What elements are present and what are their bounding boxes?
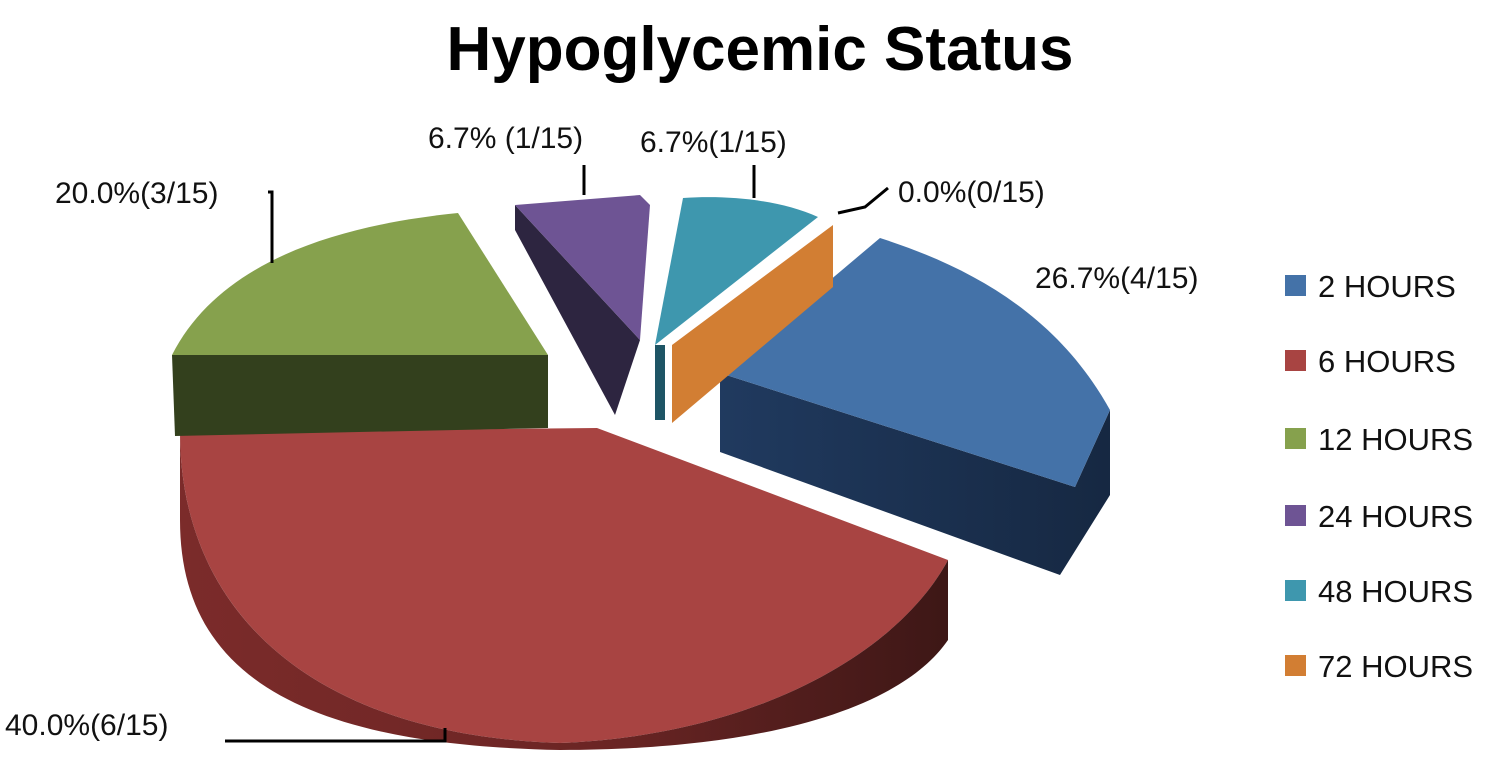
legend-swatch-6-hours — [1285, 350, 1306, 371]
label-72-hours: 0.0%(0/15) — [898, 176, 1045, 209]
legend-swatch-24-hours — [1285, 505, 1306, 526]
legend-label-48-hours: 48 HOURS — [1318, 574, 1473, 609]
legend-swatch-72-hours — [1285, 655, 1306, 676]
slice-12-hours — [172, 213, 548, 355]
legend-label-2-hours: 2 HOURS — [1318, 269, 1456, 304]
label-2-hours: 26.7%(4/15) — [1035, 262, 1198, 295]
leader-lines — [225, 165, 889, 743]
legend-label-24-hours: 24 HOURS — [1318, 499, 1473, 534]
label-24-hours: 6.7% (1/15) — [428, 122, 583, 155]
leader-72-hours — [837, 186, 889, 215]
pie-slices — [172, 195, 1110, 750]
legend-swatch-48-hours — [1285, 580, 1306, 601]
chart-title: Hypoglycemic Status — [446, 15, 1073, 84]
label-48-hours: 6.7%(1/15) — [640, 126, 787, 159]
slice-12-hours-side — [172, 355, 548, 436]
slice-2-hours-side — [720, 373, 1110, 575]
legend-swatch-2-hours — [1285, 275, 1306, 296]
label-12-hours: 20.0%(3/15) — [55, 177, 218, 210]
legend-label-6-hours: 6 HOURS — [1318, 344, 1456, 379]
leader-12-hours — [268, 190, 274, 263]
slice-24-hours-side — [515, 205, 640, 415]
slice-2-hours — [720, 238, 1110, 487]
legend-label-12-hours: 12 HOURS — [1318, 422, 1473, 457]
leader-6-hours — [225, 728, 447, 743]
slice-48-hours — [655, 197, 818, 345]
slice-6-hours — [180, 428, 948, 743]
slice-72-hours — [672, 225, 833, 423]
data-labels: 26.7%(4/15) 40.0%(6/15) 20.0%(3/15) 6.7%… — [5, 122, 1198, 742]
slice-48-hours-side — [655, 345, 665, 420]
legend-label-72-hours: 72 HOURS — [1318, 649, 1473, 684]
legend: 2 HOURS 6 HOURS 12 HOURS 24 HOURS 48 HOU… — [1285, 269, 1473, 684]
slice-24-hours — [515, 195, 650, 340]
legend-swatch-12-hours — [1285, 428, 1306, 449]
label-6-hours: 40.0%(6/15) — [5, 709, 168, 742]
